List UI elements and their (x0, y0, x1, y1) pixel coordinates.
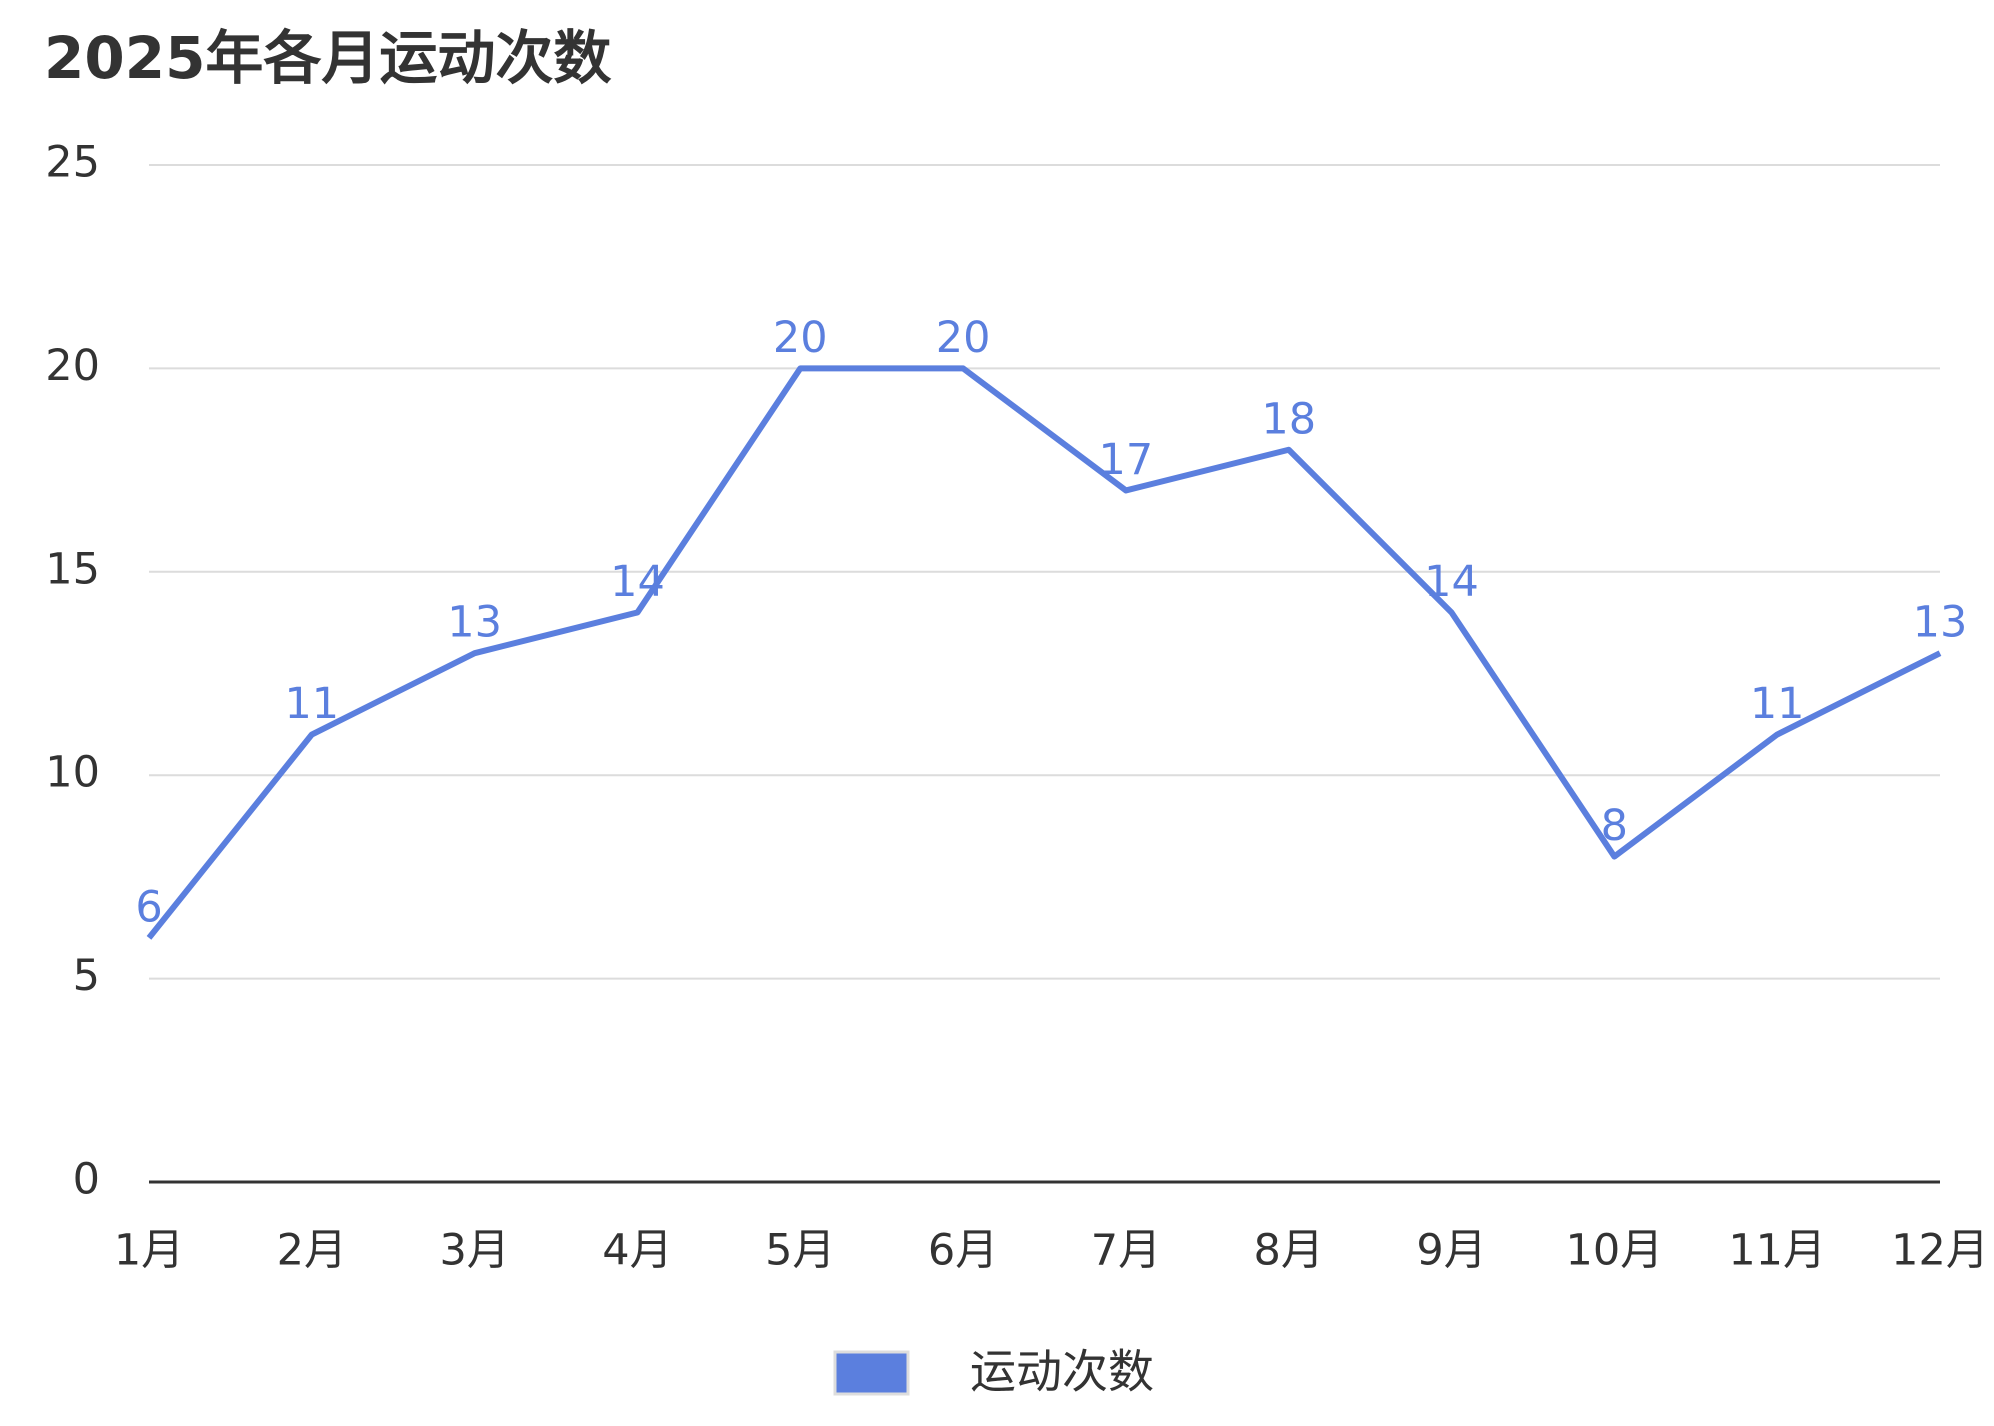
data-label: 20 (936, 313, 991, 363)
x-tick-label: 10月 (1566, 1226, 1664, 1276)
y-tick-label: 20 (45, 341, 100, 391)
legend-swatch (833, 1350, 910, 1396)
data-label: 14 (1424, 557, 1479, 607)
y-tick-label: 10 (45, 748, 100, 798)
y-tick-label: 5 (73, 951, 100, 1001)
y-tick-label: 0 (73, 1155, 100, 1205)
data-label: 6 (135, 882, 162, 932)
data-line (146, 365, 1942, 940)
data-label: 17 (1099, 435, 1154, 485)
data-label: 11 (284, 679, 339, 729)
x-tick-label: 9月 (1416, 1226, 1486, 1276)
x-tick-label: 8月 (1254, 1226, 1324, 1276)
data-label: 8 (1601, 801, 1628, 851)
data-label: 18 (1261, 394, 1316, 444)
x-tick-label: 5月 (765, 1226, 835, 1276)
data-label: 13 (1913, 598, 1968, 648)
x-tick-label: 12月 (1891, 1226, 1989, 1276)
x-tick-label: 6月 (928, 1226, 998, 1276)
chart-title: 2025年各月运动次数 (44, 24, 611, 92)
data-label: 20 (773, 313, 828, 363)
legend-label: 运动次数 (970, 1345, 1154, 1399)
x-tick-label: 11月 (1728, 1226, 1826, 1276)
data-label: 11 (1750, 679, 1805, 729)
x-tick-label: 7月 (1091, 1226, 1161, 1276)
y-tick-label: 25 (45, 138, 100, 188)
data-label: 14 (610, 557, 665, 607)
x-tick-label: 1月 (114, 1226, 184, 1276)
y-tick-label: 15 (45, 544, 100, 594)
x-tick-label: 3月 (439, 1226, 509, 1276)
x-tick-label: 4月 (602, 1226, 672, 1276)
x-tick-label: 2月 (277, 1226, 347, 1276)
data-label: 13 (447, 598, 502, 648)
